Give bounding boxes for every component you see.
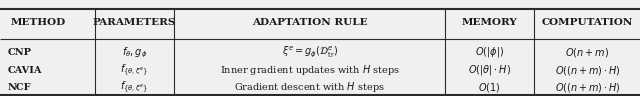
Text: $\xi^e = g_{\phi}(\mathcal{D}^e_{\mathrm{tr}})$: $\xi^e = g_{\phi}(\mathcal{D}^e_{\mathrm… — [282, 45, 338, 60]
Text: $f_{\{\theta,\xi^e\}}$: $f_{\{\theta,\xi^e\}}$ — [120, 79, 148, 95]
Text: Inner gradient updates with $H$ steps: Inner gradient updates with $H$ steps — [220, 63, 400, 77]
Text: $O(|\theta| \cdot H)$: $O(|\theta| \cdot H)$ — [468, 63, 511, 77]
Text: NCF: NCF — [8, 83, 31, 92]
Text: MEMORY: MEMORY — [461, 18, 518, 27]
Text: $O(n+m)$: $O(n+m)$ — [566, 46, 609, 59]
Text: $O((n+m) \cdot H)$: $O((n+m) \cdot H)$ — [555, 64, 620, 77]
Text: $f_{\{\theta,\xi^e\}}$: $f_{\{\theta,\xi^e\}}$ — [120, 62, 148, 78]
Text: ADAPTATION RULE: ADAPTATION RULE — [252, 18, 367, 27]
Text: $O(1)$: $O(1)$ — [478, 81, 501, 94]
Text: PARAMETERS: PARAMETERS — [93, 18, 176, 27]
Text: METHOD: METHOD — [11, 18, 66, 27]
Text: $f_{\theta}, g_{\phi}$: $f_{\theta}, g_{\phi}$ — [122, 45, 147, 60]
Text: $O((n+m) \cdot H)$: $O((n+m) \cdot H)$ — [555, 81, 620, 94]
Text: Gradient descent with $H$ steps: Gradient descent with $H$ steps — [234, 80, 385, 94]
Text: CNP: CNP — [8, 48, 32, 57]
Text: CAVIA: CAVIA — [8, 66, 42, 75]
Text: $O(|\phi|)$: $O(|\phi|)$ — [475, 45, 504, 59]
Text: COMPUTATION: COMPUTATION — [542, 18, 633, 27]
